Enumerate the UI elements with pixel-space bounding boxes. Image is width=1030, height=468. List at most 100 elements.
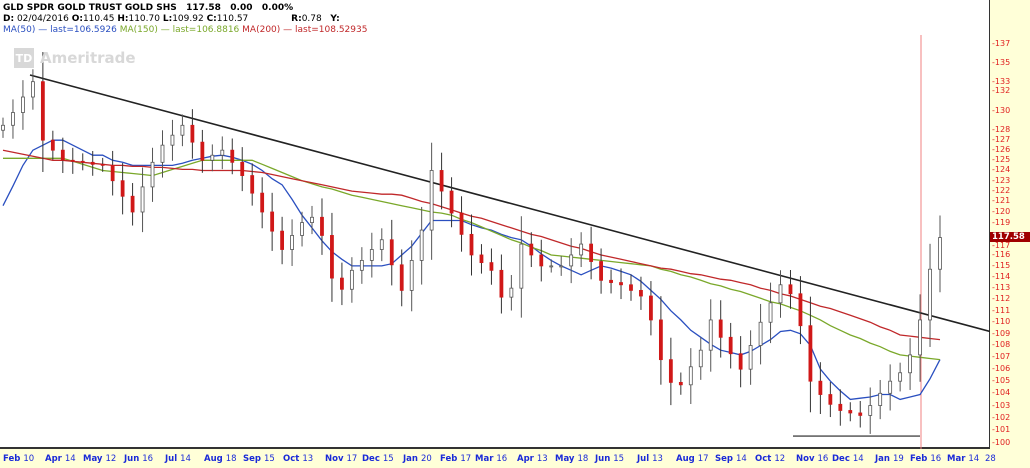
time-tick: Mar 14 xyxy=(947,454,980,464)
candle-down xyxy=(100,163,105,166)
candle-down xyxy=(449,190,454,214)
trendline xyxy=(29,74,990,333)
candle-up xyxy=(140,186,145,213)
price-tick: 105 xyxy=(992,377,1010,385)
pct-change: 0.00% xyxy=(261,3,294,13)
candle-down xyxy=(599,261,603,281)
price-tick: 137 xyxy=(992,40,1010,48)
price-tick: 111 xyxy=(992,306,1010,315)
candle-up xyxy=(1,124,5,131)
candle-down xyxy=(130,195,135,213)
price-tick: 121 xyxy=(992,197,1010,205)
last-price: 117.58 xyxy=(186,3,221,13)
candle-down xyxy=(389,239,394,266)
candle-up xyxy=(290,235,294,250)
logo-text: Ameritrade xyxy=(40,49,136,67)
candle-down xyxy=(469,233,474,256)
candle-up xyxy=(509,287,514,298)
ohlc-readout: D: 02/04/2016 O:110.45 H:110.70 L:109.92… xyxy=(3,14,340,24)
time-tick: Nov 17 xyxy=(325,454,358,464)
high-value: 110.70 xyxy=(128,14,160,24)
candle-down xyxy=(489,262,494,271)
time-tick: Nov 16 xyxy=(796,454,829,464)
time-tick: Aug 18 xyxy=(204,454,237,464)
candle-down xyxy=(320,216,324,236)
ma50-legend[interactable]: MA(50) — last=106.5926 xyxy=(3,25,117,35)
last-price-badge: 117.58 xyxy=(990,231,1030,242)
candle-down xyxy=(90,161,95,165)
low-label: L: xyxy=(162,14,173,24)
candle-up xyxy=(11,112,15,126)
candle-up xyxy=(310,216,314,224)
candle-down xyxy=(848,410,853,414)
time-tick: May 12 xyxy=(83,454,117,464)
candle-down xyxy=(808,325,813,382)
candle-up xyxy=(868,405,873,416)
candle-down xyxy=(718,319,723,338)
price-tick: 117 xyxy=(992,242,1010,250)
price-tick: 100 xyxy=(992,439,1010,447)
open-value: 110.45 xyxy=(82,14,115,24)
price-tick: 115 xyxy=(992,261,1010,270)
price-tick: 103 xyxy=(992,401,1010,410)
candle-down xyxy=(798,293,803,327)
close-label: C: xyxy=(206,14,217,24)
candle-down xyxy=(609,279,613,283)
candle-down xyxy=(529,243,534,256)
y-label: Y: xyxy=(330,14,340,24)
close-value: 110.57 xyxy=(216,14,249,24)
price-tick: 109 xyxy=(992,329,1010,338)
price-tick: 126 xyxy=(992,146,1010,154)
candle-up xyxy=(409,260,414,291)
candle-down xyxy=(728,336,733,355)
candle-down xyxy=(260,192,265,213)
low-value: 109.92 xyxy=(172,14,204,24)
candle-down xyxy=(280,230,285,250)
candle-up xyxy=(170,134,175,146)
high-label: H: xyxy=(117,14,129,24)
candle-up xyxy=(150,161,155,188)
candle-down xyxy=(270,211,275,232)
candle-down xyxy=(70,159,75,162)
ma150-legend[interactable]: MA(150) — last=106.8816 xyxy=(119,25,240,35)
candle-up xyxy=(31,81,35,98)
candle-up xyxy=(549,265,554,268)
candle-down xyxy=(190,124,195,143)
candle-down xyxy=(230,149,235,163)
candle-down xyxy=(459,212,464,235)
open-label: O: xyxy=(71,14,83,24)
chart-plot-area[interactable]: GLD SPDR GOLD TRUST GOLD SHS 117.58 0.00… xyxy=(0,0,990,449)
time-tick: 28 xyxy=(985,454,996,464)
ma200-legend[interactable]: MA(200) — last=108.52935 xyxy=(242,25,368,35)
candle-down xyxy=(240,161,245,176)
candle-up xyxy=(359,260,364,271)
time-tick: Feb 17 xyxy=(440,454,472,464)
td-logo-mark: TD xyxy=(14,48,34,68)
candle-up xyxy=(160,144,165,163)
price-tick: 113 xyxy=(992,284,1010,292)
candle-down xyxy=(499,269,504,298)
candle-down xyxy=(658,319,663,361)
time-tick: Feb 10 xyxy=(3,454,35,464)
candle-down xyxy=(40,81,45,141)
date-label: D: xyxy=(3,14,15,24)
price-tick: 119 xyxy=(992,218,1010,227)
price-tick: 135 xyxy=(992,58,1010,67)
time-tick: Apr 13 xyxy=(517,454,548,464)
price-tick: 107 xyxy=(992,353,1010,361)
candle-up xyxy=(878,392,883,406)
candle-up xyxy=(778,284,783,304)
candle-up xyxy=(698,349,703,368)
candle-down xyxy=(639,289,643,297)
candle-down xyxy=(330,235,334,279)
price-tick: 127 xyxy=(992,136,1010,144)
candle-up xyxy=(938,237,942,270)
price-tick: 106 xyxy=(992,365,1010,373)
price-tick: 130 xyxy=(992,106,1010,115)
candle-up xyxy=(379,239,384,250)
candle-down xyxy=(340,277,344,290)
candle-up xyxy=(928,268,932,321)
price-tick: 122 xyxy=(992,187,1010,195)
price-tick: 110 xyxy=(992,318,1010,326)
time-tick: Dec 14 xyxy=(832,454,864,464)
